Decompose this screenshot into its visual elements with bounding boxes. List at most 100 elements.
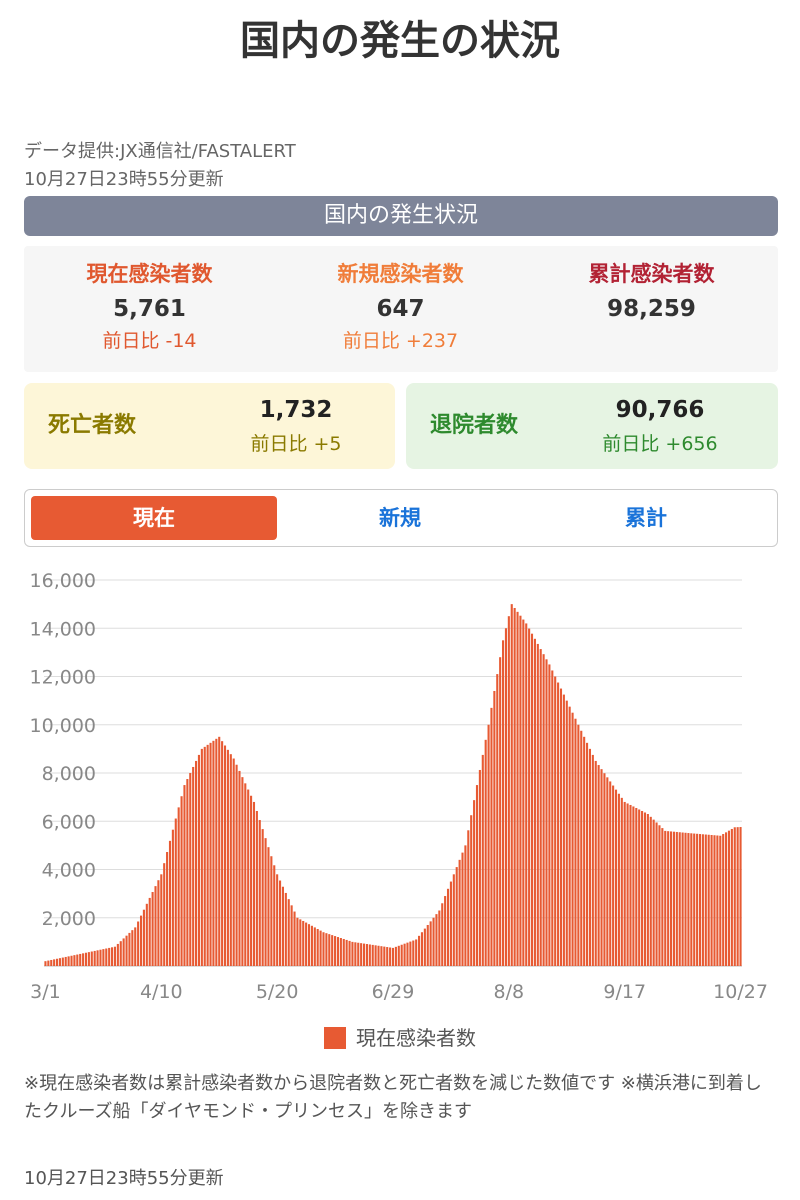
bar	[238, 770, 241, 966]
bar	[499, 657, 502, 966]
bar	[99, 949, 102, 966]
bar	[519, 615, 522, 966]
bar	[522, 619, 525, 966]
y-tick-label: 4,000	[42, 860, 96, 882]
bar	[594, 760, 597, 966]
bar	[510, 604, 513, 967]
bar	[339, 938, 342, 966]
tab-cumulative[interactable]: 累計	[625, 506, 667, 530]
bar	[441, 903, 444, 966]
discharged-diff: 前日比 +656	[602, 433, 718, 455]
bar	[270, 856, 273, 966]
bar	[603, 773, 606, 966]
bar	[177, 807, 180, 966]
stat-new-value: 647	[376, 296, 425, 322]
bar	[50, 959, 53, 966]
bar	[87, 952, 90, 966]
stat-new-label: 新規感染者数	[337, 262, 464, 286]
bar	[554, 676, 557, 966]
bar	[131, 930, 134, 966]
bar	[84, 952, 88, 966]
bar	[365, 944, 368, 966]
bar	[698, 834, 702, 966]
page-title: 国内の発生の状況	[240, 18, 560, 64]
y-tick-label: 16,000	[30, 570, 96, 592]
bar	[276, 874, 279, 966]
bar	[617, 793, 620, 966]
stat-current-label: 現在感染者数	[86, 262, 213, 286]
bar	[287, 899, 290, 966]
discharged-box: 退院者数 90,766 前日比 +656	[406, 383, 778, 469]
bar	[574, 718, 577, 966]
bar	[565, 700, 568, 967]
bar	[658, 825, 661, 966]
bar	[730, 828, 733, 966]
bar	[707, 834, 710, 966]
x-tick-label: 5/20	[256, 981, 299, 1003]
bar	[533, 638, 536, 966]
bar	[478, 769, 481, 966]
footer-updated: 10月27日23時55分更新	[24, 1168, 224, 1189]
bar	[525, 623, 528, 966]
bar	[669, 831, 673, 966]
bar	[484, 739, 487, 966]
bar	[310, 925, 313, 966]
bar	[380, 946, 383, 966]
bar	[580, 730, 583, 966]
bar	[212, 740, 215, 966]
bar	[261, 829, 264, 966]
bar	[200, 748, 203, 967]
active-cases-chart: 16,000 14,000 12,000 10,000 8,000 6,000 4,000 2…	[30, 570, 768, 1003]
bar	[643, 812, 647, 966]
bar	[281, 886, 284, 966]
tab-new[interactable]: 新規	[379, 506, 421, 530]
bar	[235, 764, 238, 966]
bar	[345, 939, 348, 966]
stat-total-label: 累計感染者数	[588, 262, 715, 286]
bar	[160, 874, 163, 966]
bar	[418, 935, 421, 966]
bar	[473, 800, 476, 966]
bar	[267, 847, 270, 966]
bar	[218, 736, 221, 966]
source-info: データ提供:JX通信社/FASTALERT 10月27日23時55分更新	[24, 138, 296, 194]
bar	[461, 852, 464, 966]
bar	[435, 914, 438, 966]
bar	[655, 822, 658, 966]
stat-new-diff: 前日比 +237	[342, 330, 459, 352]
stat-current: 現在感染者数 5,761 前日比 -14	[24, 258, 275, 353]
x-tick-label: 8/8	[494, 981, 525, 1003]
bar	[334, 936, 337, 966]
bar	[513, 607, 516, 966]
bar	[623, 801, 626, 966]
bar	[632, 806, 635, 966]
x-tick-label: 3/1	[30, 981, 61, 1003]
bar	[539, 649, 542, 966]
y-tick-label: 10,000	[30, 715, 96, 737]
bar	[713, 835, 716, 966]
y-tick-label: 12,000	[30, 667, 96, 689]
tab-current[interactable]: 現在	[31, 496, 277, 540]
bar	[559, 688, 563, 966]
bar	[192, 766, 195, 966]
bar	[386, 947, 389, 966]
bar	[661, 828, 664, 966]
chart-tabs: 現在 新規 累計	[24, 489, 778, 547]
bar	[727, 830, 731, 966]
bar	[736, 827, 739, 966]
bar	[438, 910, 441, 966]
bar	[626, 803, 629, 966]
bar	[635, 807, 638, 966]
bar	[667, 831, 670, 966]
bar	[397, 945, 400, 966]
bar	[368, 944, 371, 966]
bar	[733, 827, 736, 966]
bar	[357, 942, 360, 966]
bar	[684, 832, 687, 966]
bar	[82, 953, 85, 966]
bar	[739, 827, 742, 966]
bar	[432, 917, 435, 966]
y-tick-label: 2,000	[42, 908, 96, 930]
updated-time: 10月27日23時55分更新	[24, 169, 224, 190]
bar	[701, 834, 704, 966]
